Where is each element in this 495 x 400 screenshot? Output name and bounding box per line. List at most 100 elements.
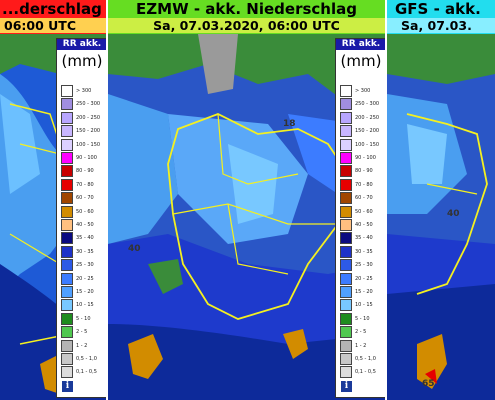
legend-swatch — [340, 272, 352, 285]
precip-map[interactable]: 40 65 — [387, 34, 495, 400]
legend-swatch-label: 2 - 5 — [355, 329, 367, 336]
legend-swatch — [340, 138, 352, 151]
legend-swatch-label: 1 - 2 — [76, 342, 88, 349]
map-value-label: 65 — [422, 379, 435, 389]
legend-swatch-label: 25 - 30 — [355, 262, 373, 269]
panel-header: ...derschlag 06:00 UTC — [0, 0, 106, 34]
legend-swatch — [61, 339, 73, 352]
legend-swatch — [340, 205, 352, 218]
legend-swatch-label: 70 - 80 — [76, 181, 94, 188]
panel-subtitle: Sa, 07.03. — [387, 18, 495, 33]
legend-swatch — [61, 98, 73, 111]
legend-swatch-label: 80 - 90 — [76, 168, 94, 175]
legend-swatch — [61, 312, 73, 325]
legend-swatch — [61, 125, 73, 138]
info-icon[interactable]: i — [340, 380, 353, 393]
legend-swatch — [61, 138, 73, 151]
legend-swatch — [61, 152, 73, 164]
legend-swatch — [340, 259, 352, 272]
panel-title: GFS - akk. — [395, 0, 481, 18]
info-icon[interactable]: i — [61, 380, 74, 393]
panel-header: EZMW - akk. Niederschlag Sa, 07.03.2020,… — [108, 0, 385, 34]
legend-swatch — [340, 219, 352, 231]
legend-swatch — [340, 326, 352, 339]
legend-swatch-label: 1 - 2 — [355, 342, 367, 349]
map-value-label: 40 — [447, 209, 460, 219]
legend-swatch-label: 90 - 100 — [355, 155, 376, 161]
legend-swatch — [61, 232, 73, 245]
legend-swatch-label: 35 - 40 — [76, 235, 94, 242]
legend-unit: (mm) — [340, 52, 382, 70]
legend-swatch-label: 0,1 - 0,5 — [76, 369, 97, 376]
legend-swatch-label: 150 - 200 — [355, 128, 380, 135]
legend-swatch — [340, 299, 352, 312]
legend-swatch-label: 150 - 200 — [76, 128, 101, 135]
legend-swatch — [61, 245, 73, 258]
legend-swatch — [340, 366, 352, 379]
legend-swatch — [61, 366, 73, 379]
legend-swatch-label: 200 - 250 — [355, 114, 380, 121]
panel-header: GFS - akk. Sa, 07.03. — [387, 0, 495, 34]
legend-title: RR akk. — [336, 39, 385, 50]
legend-swatch-label: 0,5 - 1,0 — [76, 356, 97, 362]
legend-swatch — [61, 178, 73, 191]
legend-swatch-label: 0,5 - 1,0 — [355, 356, 376, 362]
panel-subtitle: Sa, 07.03.2020, 06:00 UTC — [108, 18, 385, 33]
panel-title: ...derschlag — [2, 0, 102, 18]
legend-swatch-label: 100 - 150 — [355, 141, 380, 148]
legend-swatch — [340, 125, 352, 138]
legend-swatch — [61, 286, 73, 298]
legend-swatch-label: 2 - 5 — [76, 329, 88, 336]
legend-swatch — [61, 326, 73, 339]
legend-swatch-label: 60 - 70 — [355, 195, 373, 202]
right-map-panel: GFS - akk. Sa, 07.03. 40 65 — [387, 0, 495, 400]
legend-swatch-label: 40 - 50 — [76, 222, 94, 228]
precip-legend-left: RR akk. (mm) > 300 250 - 300 200 - 250 150 … — [56, 38, 106, 398]
legend-swatch-label: 30 - 35 — [355, 248, 373, 255]
legend-swatch — [340, 178, 352, 191]
legend-swatch — [61, 272, 73, 285]
legend-swatch — [61, 299, 73, 312]
legend-swatch — [340, 312, 352, 325]
legend-swatch — [340, 165, 352, 178]
legend-swatch — [340, 353, 352, 365]
legend-swatch-label: 80 - 90 — [355, 168, 373, 175]
legend-swatch-label: 20 - 25 — [355, 275, 373, 282]
map-value-label: 40 — [128, 244, 141, 254]
legend-swatch — [340, 85, 352, 97]
legend-swatch — [340, 152, 352, 164]
legend-swatch — [340, 245, 352, 258]
panel-subtitle: 06:00 UTC — [0, 18, 106, 33]
legend-swatch — [340, 111, 352, 124]
legend-swatch — [61, 165, 73, 178]
legend-swatch-label: 250 - 300 — [76, 101, 101, 108]
legend-swatch — [61, 353, 73, 365]
legend-swatch-label: 25 - 30 — [76, 262, 94, 269]
legend-swatch-label: 35 - 40 — [355, 235, 373, 242]
legend-swatch-label: 250 - 300 — [355, 101, 380, 108]
legend-swatch-label: 60 - 70 — [76, 195, 94, 202]
legend-swatch-label: 0,1 - 0,5 — [355, 369, 376, 376]
legend-swatch-label: 50 - 60 — [355, 208, 373, 215]
legend-swatch — [61, 259, 73, 272]
legend-swatch-label: 40 - 50 — [355, 222, 373, 228]
legend-swatch-label: > 300 — [76, 88, 92, 94]
legend-swatch-label: 100 - 150 — [76, 141, 101, 148]
legend-unit: (mm) — [61, 52, 103, 70]
legend-swatch-label: > 300 — [355, 88, 371, 94]
map-value-label: 18 — [283, 119, 296, 129]
legend-swatch — [61, 205, 73, 218]
legend-swatch-label: 10 - 15 — [76, 302, 94, 309]
legend-swatch — [61, 219, 73, 231]
legend-swatch-label: 10 - 15 — [355, 302, 373, 309]
legend-swatch — [340, 192, 352, 205]
legend-swatch-label: 5 - 10 — [76, 315, 91, 322]
legend-swatch-label: 30 - 35 — [76, 248, 94, 255]
legend-swatch — [340, 232, 352, 245]
map-shapes — [387, 34, 495, 400]
legend-swatch-label: 20 - 25 — [76, 275, 94, 282]
legend-swatch-label: 50 - 60 — [76, 208, 94, 215]
panel-title: EZMW - akk. Niederschlag — [136, 0, 357, 18]
legend-swatch-label: 70 - 80 — [355, 181, 373, 188]
precip-legend-center: RR akk. (mm) > 300 250 - 300 200 - 250 150 … — [335, 38, 385, 398]
